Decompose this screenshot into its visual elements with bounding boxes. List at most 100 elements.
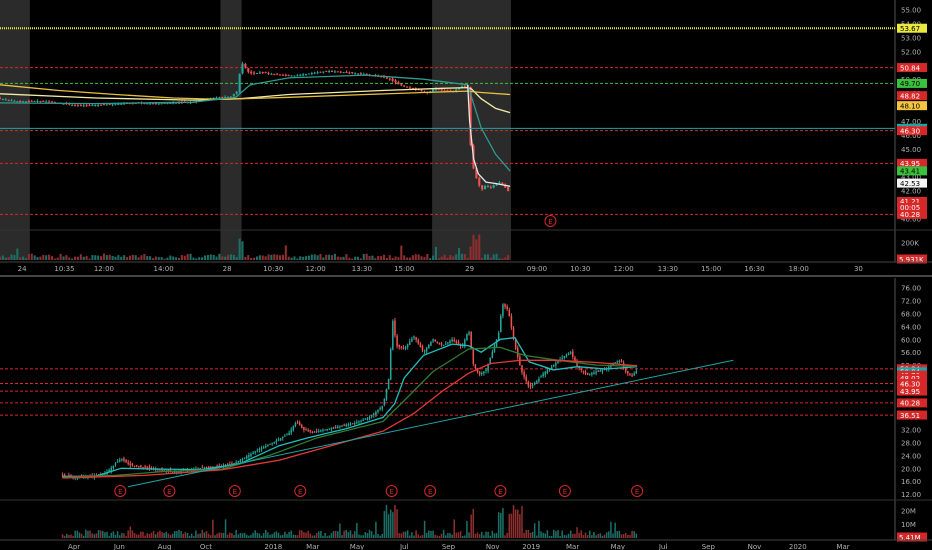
candle-body[interactable]: [368, 417, 371, 419]
candle-body[interactable]: [397, 82, 400, 85]
volume-bar[interactable]: [377, 255, 380, 260]
candle-body[interactable]: [627, 371, 629, 374]
candle-body[interactable]: [120, 103, 123, 105]
volume-bar[interactable]: [569, 530, 572, 538]
candle-body[interactable]: [567, 353, 570, 355]
volume-bar[interactable]: [165, 531, 168, 538]
volume-bar[interactable]: [326, 536, 328, 538]
candle-body[interactable]: [118, 459, 121, 462]
volume-bar[interactable]: [68, 257, 71, 260]
candle-body[interactable]: [481, 185, 484, 190]
candle-body[interactable]: [394, 320, 396, 336]
volume-bar[interactable]: [134, 255, 137, 260]
candle-body[interactable]: [116, 461, 119, 463]
candle-body[interactable]: [614, 362, 616, 364]
candle-body[interactable]: [387, 378, 390, 390]
volume-bar[interactable]: [426, 253, 429, 260]
candle-body[interactable]: [241, 458, 244, 461]
volume-bar[interactable]: [309, 533, 312, 538]
volume-bar[interactable]: [466, 520, 468, 538]
volume-bar[interactable]: [404, 531, 407, 538]
candle-body[interactable]: [385, 388, 388, 400]
candle-body[interactable]: [294, 423, 297, 427]
volume-bar[interactable]: [221, 256, 224, 260]
volume-bar[interactable]: [508, 513, 511, 538]
volume-bar[interactable]: [624, 532, 627, 538]
candle-body[interactable]: [261, 72, 264, 74]
volume-bar[interactable]: [30, 253, 33, 260]
volume-bar[interactable]: [506, 532, 508, 538]
candle-body[interactable]: [504, 184, 507, 188]
candle-body[interactable]: [540, 376, 542, 378]
volume-bar[interactable]: [447, 532, 449, 538]
volume-bar[interactable]: [114, 534, 117, 538]
volume-bar[interactable]: [152, 530, 155, 538]
earnings-marker-7[interactable]: [558, 485, 571, 497]
volume-bar[interactable]: [258, 255, 261, 260]
intraday-panel[interactable]: E55.0054.0053.0052.0051.0050.0049.0048.0…: [0, 0, 932, 276]
candle-body[interactable]: [510, 315, 513, 328]
candle-body[interactable]: [457, 341, 460, 345]
candle-body[interactable]: [111, 104, 114, 106]
volume-bar[interactable]: [203, 255, 207, 260]
candle-body[interactable]: [478, 177, 481, 186]
candle-body[interactable]: [516, 348, 519, 357]
candle-body[interactable]: [235, 462, 237, 464]
candle-body[interactable]: [339, 426, 341, 428]
candle-body[interactable]: [512, 328, 515, 339]
volume-bar[interactable]: [118, 535, 121, 538]
volume-bar[interactable]: [255, 256, 259, 260]
volume-bar[interactable]: [368, 529, 371, 538]
volume-bar[interactable]: [245, 534, 248, 538]
candle-body[interactable]: [169, 102, 172, 104]
candle-body[interactable]: [360, 420, 362, 422]
candle-body[interactable]: [616, 361, 619, 363]
candle-body[interactable]: [451, 339, 453, 342]
candle-body[interactable]: [330, 428, 333, 430]
volume-bar[interactable]: [0, 256, 2, 260]
candle-body[interactable]: [62, 103, 65, 105]
candle-body[interactable]: [337, 426, 339, 429]
candle-body[interactable]: [432, 339, 434, 342]
candle-body[interactable]: [428, 344, 430, 349]
volume-bar[interactable]: [105, 255, 108, 260]
volume-bar[interactable]: [599, 533, 602, 538]
volume-bar[interactable]: [627, 535, 629, 538]
candle-body[interactable]: [381, 406, 384, 409]
moving-average-line-1[interactable]: [0, 84, 511, 101]
candle-body[interactable]: [231, 463, 233, 465]
candle-body[interactable]: [485, 369, 487, 371]
volume-bar[interactable]: [434, 534, 436, 538]
volume-bars[interactable]: [61, 504, 638, 538]
candle-body[interactable]: [207, 466, 210, 468]
volume-bar[interactable]: [299, 256, 302, 260]
candle-body[interactable]: [341, 425, 343, 427]
volume-bar[interactable]: [514, 509, 517, 538]
volume-bar[interactable]: [563, 534, 566, 538]
volume-bar[interactable]: [531, 531, 534, 538]
volume-bar[interactable]: [304, 256, 308, 260]
candle-body[interactable]: [317, 430, 320, 432]
volume-bar[interactable]: [99, 530, 102, 538]
volume-bar[interactable]: [504, 257, 507, 260]
candle-body[interactable]: [366, 417, 369, 420]
volume-bar[interactable]: [633, 531, 635, 538]
candle-body[interactable]: [436, 341, 439, 343]
volume-bar[interactable]: [233, 534, 235, 538]
candle-body[interactable]: [498, 182, 501, 184]
volume-bar[interactable]: [267, 254, 270, 260]
volume-bar[interactable]: [601, 535, 604, 538]
price-label-badge[interactable]: [897, 126, 927, 136]
candle-body[interactable]: [411, 88, 414, 90]
candle-body[interactable]: [444, 343, 447, 345]
volume-bar[interactable]: [184, 532, 187, 538]
volume-bar[interactable]: [160, 257, 163, 260]
volume-label-badge[interactable]: [897, 532, 927, 542]
volume-bar[interactable]: [198, 257, 201, 260]
candle-body[interactable]: [82, 105, 85, 107]
candle-body[interactable]: [218, 97, 221, 99]
candle-body[interactable]: [550, 366, 553, 369]
candle-body[interactable]: [633, 373, 635, 376]
candle-body[interactable]: [276, 73, 279, 75]
candle-body[interactable]: [362, 419, 364, 421]
